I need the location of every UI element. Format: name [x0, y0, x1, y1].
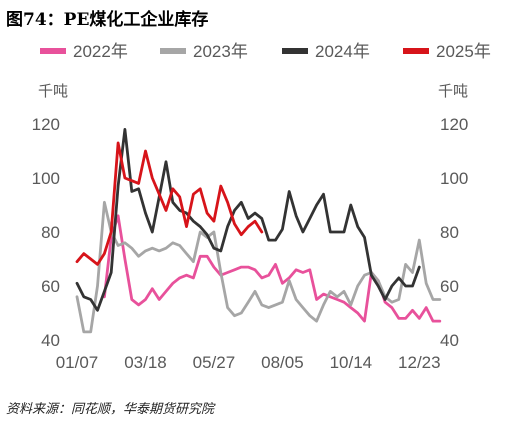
x-tick-label: 08/05	[261, 353, 304, 372]
y-tick-right-label: 120	[440, 115, 468, 134]
legend-label: 2022年	[73, 42, 128, 61]
y-tick-right-label: 60	[440, 277, 459, 296]
x-tick-label: 01/07	[56, 353, 99, 372]
y-tick-right-label: 100	[440, 169, 468, 188]
y-tick-left-label: 120	[32, 115, 60, 134]
legend-label: 2024年	[315, 42, 370, 61]
chart-legend: 2022年 2023年 2024年 2025年	[40, 42, 491, 61]
source-note: 资料来源：同花顺，华泰期货研究院	[6, 402, 215, 417]
series-line-2025年	[75, 141, 264, 266]
series-line-2023年	[75, 200, 442, 334]
figure-title: 图74：PE煤化工企业库存	[6, 10, 209, 30]
x-tick-label: 03/18	[124, 353, 167, 372]
y-tick-left-label: 80	[41, 223, 60, 242]
x-tick-label: 05/27	[193, 353, 236, 372]
y-tick-right-label: 80	[440, 223, 459, 242]
legend-label: 2025年	[436, 42, 491, 61]
legend-label: 2023年	[193, 42, 248, 61]
series-line-2024年	[75, 127, 421, 312]
y-axis-unit-left: 千吨	[38, 82, 68, 100]
x-tick-label: 12/23	[398, 353, 441, 372]
y-axis-left: 40 60 80 100 120	[32, 115, 60, 350]
y-axis-unit-right: 千吨	[438, 82, 468, 100]
y-axis-right: 40 60 80 100 120	[440, 115, 468, 350]
x-tick-label: 10/14	[330, 353, 373, 372]
y-tick-left-label: 40	[41, 331, 60, 350]
x-axis: 01/07 03/18 05/27 08/05 10/14 12/23	[56, 353, 441, 372]
y-tick-left-label: 100	[32, 169, 60, 188]
y-tick-right-label: 40	[440, 331, 459, 350]
y-tick-left-label: 60	[41, 277, 60, 296]
series-lines	[75, 127, 442, 334]
